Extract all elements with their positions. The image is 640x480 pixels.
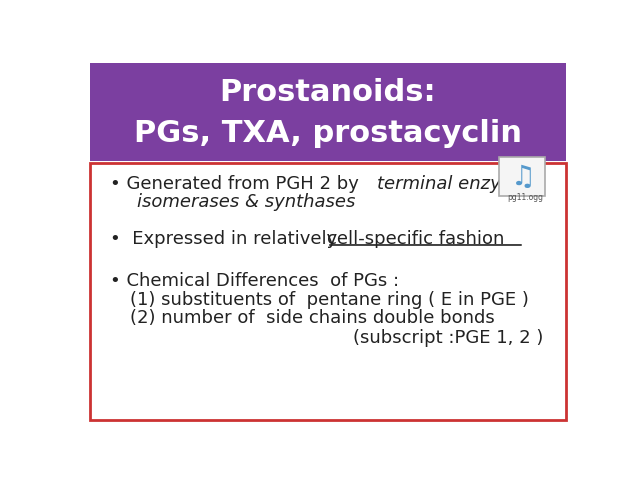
Text: •  Expressed in relatively: • Expressed in relatively xyxy=(110,230,343,248)
Text: (1) substituents of  pentane ring ( E in PGE ): (1) substituents of pentane ring ( E in … xyxy=(129,291,529,309)
Text: Prostanoids:: Prostanoids: xyxy=(220,78,436,107)
Text: (subscript :PGE 1, 2 ): (subscript :PGE 1, 2 ) xyxy=(353,329,544,348)
Text: PGs, TXA, prostacyclin: PGs, TXA, prostacyclin xyxy=(134,119,522,148)
Text: isomerases & synthases: isomerases & synthases xyxy=(137,193,355,211)
Text: • Generated from PGH 2 by: • Generated from PGH 2 by xyxy=(110,175,370,193)
Text: ♫: ♫ xyxy=(511,163,536,191)
FancyBboxPatch shape xyxy=(499,157,545,196)
FancyBboxPatch shape xyxy=(90,163,566,420)
Text: • Chemical Differences  of PGs :: • Chemical Differences of PGs : xyxy=(110,272,399,290)
Text: pg11.ogg: pg11.ogg xyxy=(507,193,543,202)
Text: cell-specific fashion: cell-specific fashion xyxy=(327,230,504,248)
Text: (2) number of  side chains double bonds: (2) number of side chains double bonds xyxy=(129,309,494,327)
FancyBboxPatch shape xyxy=(90,63,566,161)
Text: terminal enzymes: terminal enzymes xyxy=(376,175,538,193)
